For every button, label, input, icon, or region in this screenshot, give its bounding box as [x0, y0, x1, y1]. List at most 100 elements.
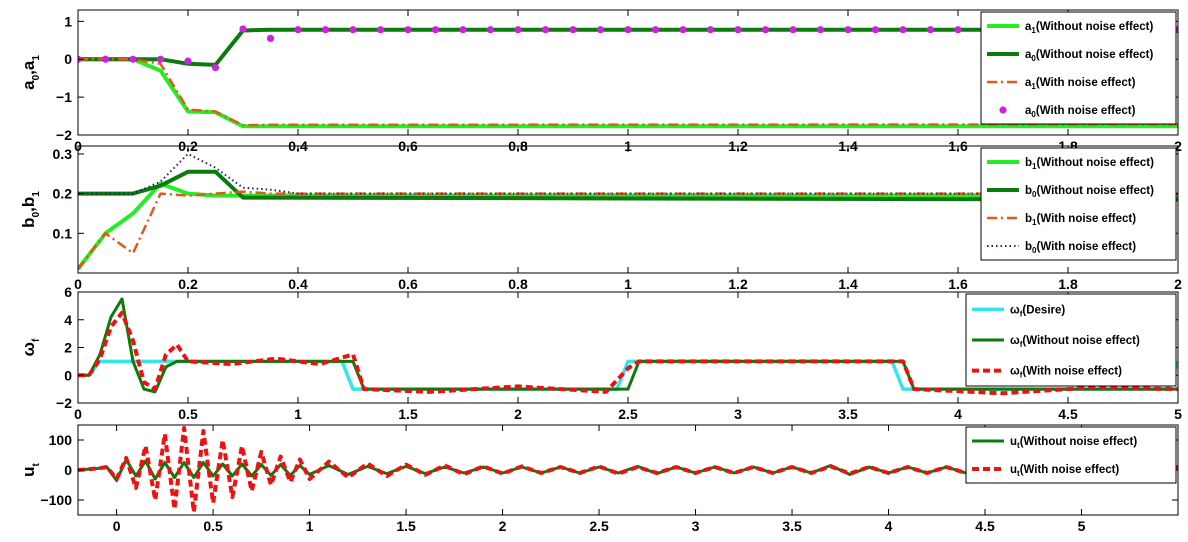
- data-point: [349, 26, 357, 34]
- x-tick-label: 2: [514, 406, 522, 422]
- x-tick-label: 4.5: [1058, 406, 1078, 422]
- legend-label: ut(With noise effect): [1010, 464, 1119, 478]
- data-point: [596, 26, 605, 34]
- x-tick-label: 0.6: [398, 276, 418, 292]
- y-tick-label: 0: [64, 367, 72, 383]
- legend-label: b0(With noise effect): [1025, 241, 1136, 255]
- plot-area: [78, 426, 1178, 514]
- data-point: [266, 34, 275, 43]
- y-tick-label: 0: [64, 462, 72, 478]
- legend-label: ωf(Without noise effect): [1010, 335, 1140, 349]
- x-tick-label: 1: [306, 518, 314, 534]
- y-tick-label: −2: [56, 395, 72, 411]
- data-point: [294, 26, 302, 34]
- data-point: [679, 26, 687, 34]
- x-tick-label: 3: [734, 406, 742, 422]
- y-tick-label: 0.1: [53, 225, 73, 241]
- legend: b1(Without noise effect) b0(Without noise…: [980, 147, 1177, 261]
- legend-label: ωf(Desire): [1010, 304, 1065, 318]
- legend-label: a1(Without noise effect): [1025, 21, 1153, 35]
- x-tick-label: 5: [1174, 406, 1182, 422]
- series-line: [78, 426, 1178, 514]
- data-point: [624, 26, 632, 34]
- data-point: [569, 26, 577, 34]
- data-point: [789, 26, 797, 34]
- y-tick-label: 4: [64, 312, 72, 328]
- x-tick-label: 1.2: [728, 276, 748, 292]
- x-tick-label: 4.5: [975, 518, 995, 534]
- legend: a1(Without noise effect) a0(Without noise…: [980, 11, 1177, 125]
- x-tick-label: 2: [1174, 276, 1182, 292]
- legend-label: b0(Without noise effect): [1025, 185, 1154, 199]
- data-point: [514, 26, 522, 34]
- x-tick-label: 3.5: [782, 518, 802, 534]
- panel-u: −100 0 100 0 0.5 1 1.5 2 2.5 3 3.5 4 4.5 5 ut ut(Withou…: [19, 424, 1179, 534]
- x-tick-label: 5: [1078, 518, 1086, 534]
- x-tick-label: 0.5: [203, 518, 223, 534]
- legend: ut(Without noise effect) ut(With noise ef…: [965, 426, 1177, 484]
- data-point: [321, 26, 330, 34]
- legend-marker: [999, 106, 1007, 114]
- data-point: [486, 26, 495, 34]
- y-axis-label: a0,a1: [19, 55, 42, 90]
- plot-area: [78, 152, 1178, 271]
- plot-area: [78, 297, 1178, 396]
- y-tick-label: 0.2: [53, 186, 73, 202]
- data-point: [871, 26, 880, 34]
- y-axis-label: b0,b1: [19, 191, 42, 228]
- data-point: [954, 26, 962, 34]
- y-tick-label: 2: [64, 340, 72, 356]
- data-point: [761, 26, 770, 34]
- data-point: [101, 55, 110, 63]
- data-point: [404, 26, 412, 34]
- data-point: [706, 26, 715, 34]
- x-tick-label: 1: [624, 276, 632, 292]
- data-point: [376, 26, 385, 34]
- x-tick-label: 0.4: [288, 276, 308, 292]
- data-point: [926, 26, 935, 34]
- x-tick-label: 2.5: [589, 518, 609, 534]
- data-point: [844, 26, 852, 34]
- x-tick-label: 0.2: [178, 276, 198, 292]
- y-tick-label: 100: [49, 432, 73, 448]
- data-point: [651, 26, 660, 34]
- data-point: [431, 26, 440, 34]
- data-point: [239, 25, 247, 33]
- legend-box: [980, 11, 1177, 125]
- x-tick-label: 3: [692, 518, 700, 534]
- data-point: [459, 26, 467, 34]
- x-tick-label: 1: [294, 406, 302, 422]
- x-tick-label: 0.8: [508, 276, 528, 292]
- data-point: [211, 63, 220, 72]
- x-tick-label: 4: [885, 518, 893, 534]
- x-tick-label: 1.4: [838, 276, 858, 292]
- y-tick-label: −1: [56, 89, 72, 105]
- legend-label: a1(With noise effect): [1025, 77, 1136, 91]
- series-line: [78, 190, 1178, 270]
- legend-label: ωf(With noise effect): [1010, 366, 1122, 380]
- y-tick-label: 0.3: [53, 146, 73, 162]
- legend-label: a0(With noise effect): [1025, 105, 1136, 119]
- y-axis-label: ωf: [19, 338, 42, 356]
- x-tick-label: 2: [499, 518, 507, 534]
- y-tick-label: 6: [64, 284, 72, 300]
- data-point: [541, 26, 550, 34]
- y-tick-label: −2: [56, 127, 72, 143]
- legend-box: [965, 426, 1177, 484]
- x-tick-label: 4: [954, 406, 962, 422]
- data-point: [816, 26, 825, 34]
- x-tick-label: 0: [74, 406, 82, 422]
- data-point: [129, 55, 137, 63]
- panel-b: 0.1 0.2 0.3 0 0.2 0.4 0.6 0.8 1 1.2 1.4 1.6 1.8 2 b0,b…: [19, 145, 1182, 292]
- x-tick-label: 0.5: [178, 406, 198, 422]
- x-tick-label: 1.8: [1058, 276, 1078, 292]
- series-line: [78, 310, 1178, 396]
- x-tick-label: 1.5: [398, 406, 418, 422]
- series-line: [78, 152, 1178, 195]
- data-point: [899, 26, 907, 34]
- y-tick-label: −100: [40, 492, 72, 508]
- y-axis-label: ut: [19, 462, 42, 476]
- data-point: [156, 55, 165, 63]
